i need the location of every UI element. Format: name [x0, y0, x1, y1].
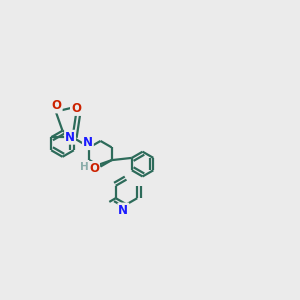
Text: O: O — [89, 162, 99, 175]
Text: N: N — [83, 136, 93, 149]
Text: O: O — [52, 99, 62, 112]
Text: N: N — [65, 131, 75, 144]
Text: H: H — [80, 162, 89, 172]
Text: N: N — [118, 203, 128, 217]
Text: O: O — [71, 102, 81, 115]
